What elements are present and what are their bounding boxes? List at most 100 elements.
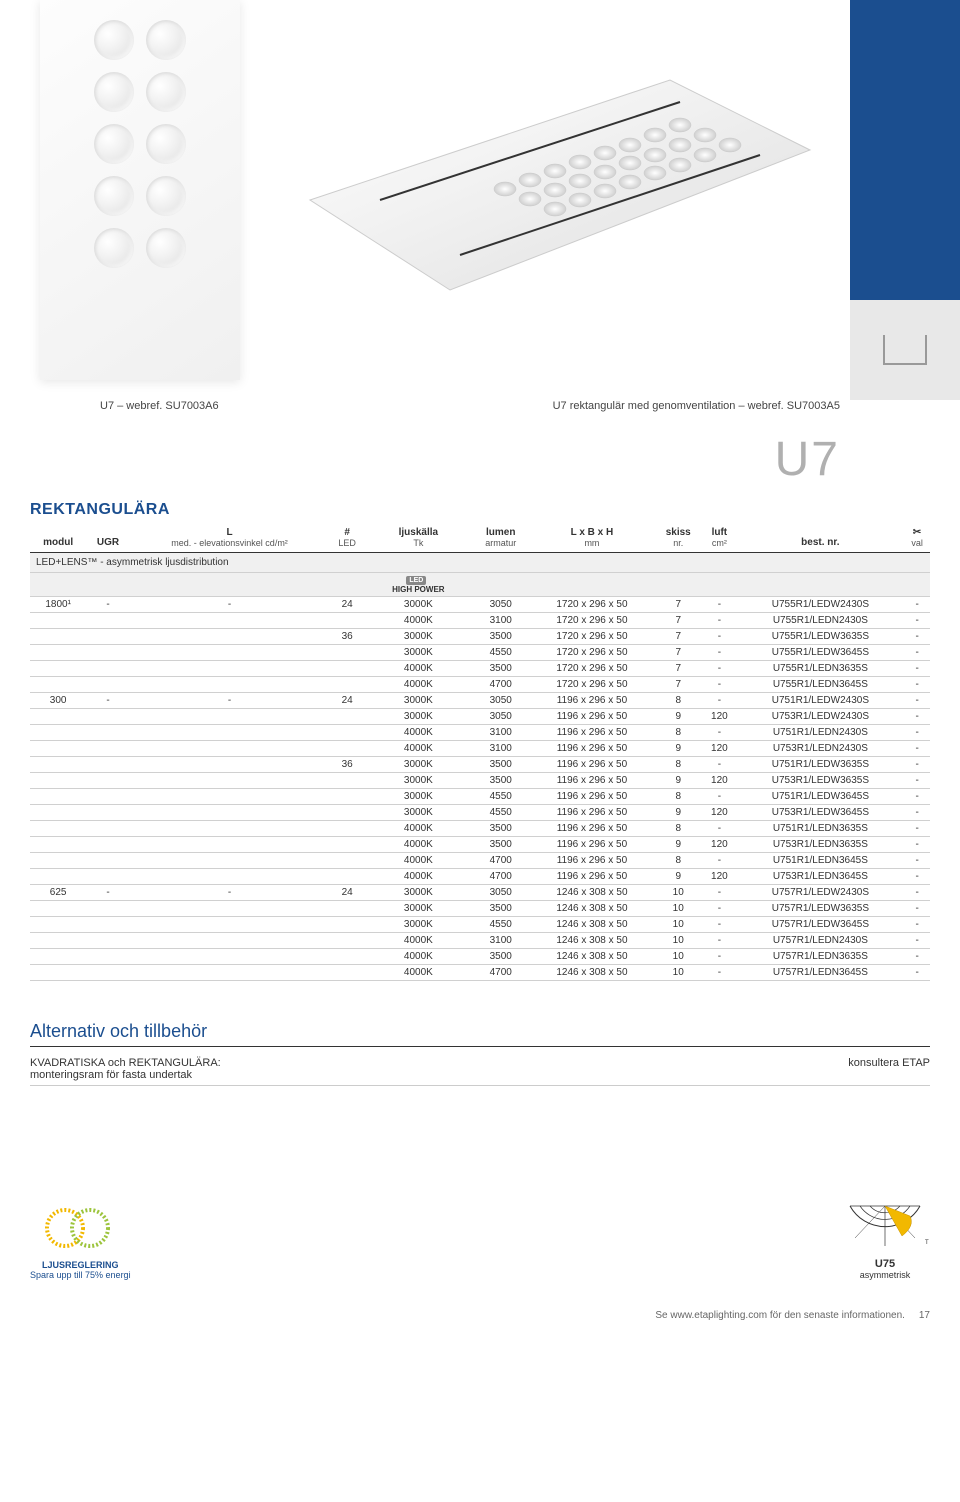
table-cell [329,805,365,821]
table-cell [86,709,129,725]
table-cell [30,853,86,869]
table-cell: 1246 x 308 x 50 [530,965,654,981]
hero-left-panel [40,0,240,380]
table-cell [86,837,129,853]
table-cell: 8 [654,757,702,773]
table-cell [329,869,365,885]
table-cell: 3500 [472,901,530,917]
table-cell: 1800¹ [30,597,86,613]
table-cell: 1720 x 296 x 50 [530,629,654,645]
table-head: modulUGRLmed. - elevationsvinkel cd/m²#L… [30,523,930,553]
table-cell: 7 [654,645,702,661]
table-row: 4000K35001196 x 296 x 508-U751R1/LEDN363… [30,821,930,837]
table-cell: 4000K [365,949,472,965]
table-cell: 3050 [472,693,530,709]
table-body: LED+LENS™ - asymmetrisk ljusdistribution… [30,553,930,981]
table-cell [329,661,365,677]
table-cell: - [904,917,930,933]
table-cell [329,821,365,837]
table-cell: 36 [329,757,365,773]
table-header-cell: UGR [86,523,129,553]
table-cell [86,853,129,869]
table-header-cell: ljuskällaTk [365,523,472,553]
table-cell: U755R1/LEDW2430S [737,597,905,613]
hero-captions: U7 – webref. SU7003A6 U7 rektangulär med… [0,400,960,412]
table-cell: 3500 [472,629,530,645]
spec-table-wrap: modulUGRLmed. - elevationsvinkel cd/m²#L… [0,523,960,981]
table-cell: - [86,693,129,709]
table-cell: 120 [702,709,736,725]
hero-right-panel [270,40,830,320]
table-cell [329,949,365,965]
table-cell [329,965,365,981]
table-cell: 8 [654,789,702,805]
table-cell: - [130,597,330,613]
table-cell: U751R1/LEDW3645S [737,789,905,805]
table-cell: 3500 [472,821,530,837]
table-cell [30,917,86,933]
table-cell: 3000K [365,693,472,709]
table-cell: 8 [654,725,702,741]
table-cell [130,645,330,661]
table-cell: 1246 x 308 x 50 [530,885,654,901]
table-cell: 4700 [472,677,530,693]
table-cell: 4000K [365,741,472,757]
table-header-cell: best. nr. [737,523,905,553]
table-cell [329,917,365,933]
alt-title: Alternativ och tillbehör [30,1021,930,1047]
table-header-cell: modul [30,523,86,553]
table-cell [130,741,330,757]
table-cell: U753R1/LEDW3635S [737,773,905,789]
table-cell: 4000K [365,821,472,837]
table-cell: - [904,693,930,709]
table-cell: 1246 x 308 x 50 [530,901,654,917]
table-cell [30,869,86,885]
table-cell: 24 [329,885,365,901]
table-cell [130,949,330,965]
table-cell: - [702,789,736,805]
table-cell [86,917,129,933]
table-cell [30,613,86,629]
table-row: 3000K45501246 x 308 x 5010-U757R1/LEDW36… [30,917,930,933]
table-cell [86,741,129,757]
table-cell: - [130,885,330,901]
alt-row: KVADRATISKA och REKTANGULÄRA: monterings… [30,1053,930,1086]
table-cell: 3000K [365,629,472,645]
table-cell [86,661,129,677]
table-cell [130,853,330,869]
table-cell [86,629,129,645]
table-cell: - [904,613,930,629]
table-cell: 4000K [365,869,472,885]
table-cell [86,933,129,949]
table-cell: U757R1/LEDW2430S [737,885,905,901]
table-cell [86,725,129,741]
table-row: 4000K47001196 x 296 x 509120U753R1/LEDN3… [30,869,930,885]
table-cell: - [904,885,930,901]
table-cell: 4000K [365,837,472,853]
table-cell [30,805,86,821]
table-cell: 7 [654,597,702,613]
table-cell: U755R1/LEDN3635S [737,661,905,677]
table-cell: 3100 [472,933,530,949]
table-cell: 3500 [472,661,530,677]
alt-item-label: KVADRATISKA och REKTANGULÄRA: monterings… [30,1057,221,1081]
table-cell [329,789,365,805]
table-cell: - [702,597,736,613]
table-cell: U755R1/LEDN2430S [737,613,905,629]
table-cell: 4550 [472,917,530,933]
table-cell [30,773,86,789]
table-row: 4000K35001720 x 296 x 507-U755R1/LEDN363… [30,661,930,677]
table-cell [30,725,86,741]
table-cell [130,661,330,677]
table-cell: - [702,821,736,837]
table-cell: 3000K [365,885,472,901]
table-cell: U757R1/LEDN3645S [737,965,905,981]
table-cell: - [702,693,736,709]
table-cell: 3000K [365,917,472,933]
table-cell: U753R1/LEDW3645S [737,805,905,821]
table-row: 363000K35001196 x 296 x 508-U751R1/LEDW3… [30,757,930,773]
high-power-row: LEDHIGH POWER [30,573,930,597]
table-cell [30,965,86,981]
footer-right-sub: asymmetrisk [840,1270,930,1280]
table-cell: 3100 [472,741,530,757]
